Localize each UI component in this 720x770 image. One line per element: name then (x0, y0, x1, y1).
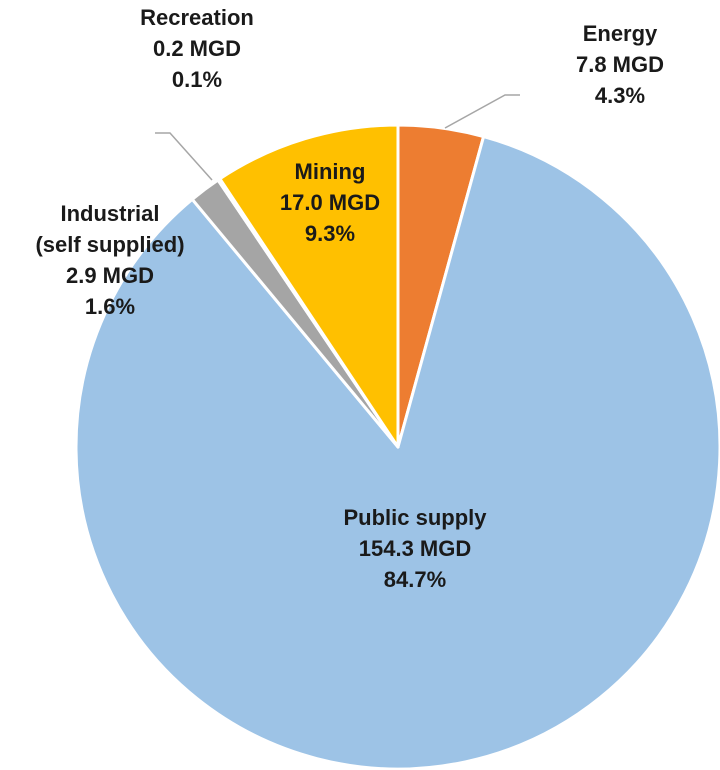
percent-label: 9.3% (304, 221, 356, 246)
category-label: Energy (582, 21, 658, 46)
category-label: Mining (294, 159, 366, 184)
percent-label: 0.1% (171, 67, 223, 92)
category-label: Industrial (self supplied) (35, 201, 185, 257)
percent-label: 1.6% (84, 294, 136, 319)
percent-label: 4.3% (594, 83, 646, 108)
value-label: 0.2 MGD (152, 36, 242, 61)
category-label: Public supply (343, 505, 487, 530)
leader-line (155, 132, 213, 181)
category-label: Recreation (140, 5, 254, 30)
slice-label: Energy 7.8 MGD 4.3% (576, 18, 664, 111)
pie-slice (218, 123, 400, 449)
value-label: 2.9 MGD (65, 263, 155, 288)
pie-slice (74, 135, 720, 770)
slice-label: Industrial (self supplied) 2.9 MGD 1.6% (35, 198, 184, 322)
value-label: 154.3 MGD (358, 536, 472, 561)
slices (74, 123, 720, 770)
value-label: 7.8 MGD (575, 52, 665, 77)
slice-label: Mining 17.0 MGD 9.3% (280, 156, 380, 249)
slice-label: Recreation 0.2 MGD 0.1% (140, 2, 254, 95)
percent-label: 84.7% (383, 567, 447, 592)
slice-label: Public supply 154.3 MGD 84.7% (343, 502, 486, 595)
value-label: 17.0 MGD (279, 190, 381, 215)
leader-line (444, 94, 520, 129)
